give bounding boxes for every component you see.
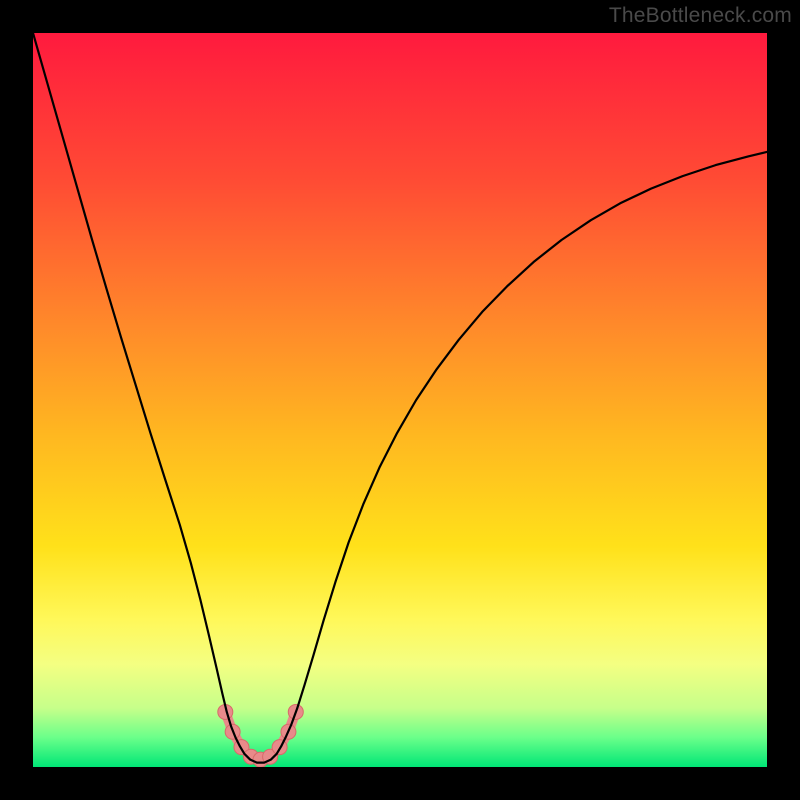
chart-area [33,33,767,767]
chart-background [33,33,767,767]
bottleneck-curve-chart [33,33,767,767]
watermark-text: TheBottleneck.com [609,4,792,28]
